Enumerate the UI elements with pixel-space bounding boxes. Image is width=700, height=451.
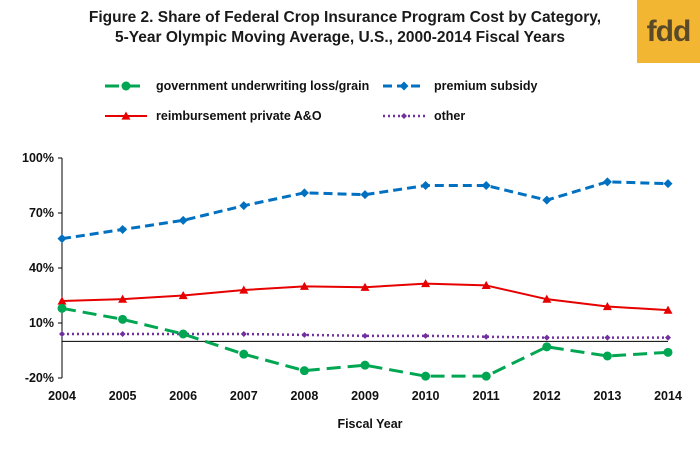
data-point: [421, 279, 431, 288]
data-point: [57, 234, 67, 244]
y-tick-label: 40%: [29, 261, 54, 275]
data-point: [119, 331, 126, 337]
data-point: [542, 294, 552, 303]
x-tick-label: 2006: [169, 389, 197, 403]
x-tick-label: 2010: [412, 389, 440, 403]
data-point: [299, 366, 309, 376]
data-point: [57, 296, 67, 305]
data-point: [602, 177, 612, 187]
data-point: [542, 342, 552, 352]
x-tick-label: 2005: [109, 389, 137, 403]
fdd-logo: fdd: [637, 0, 700, 63]
legend-label: other: [434, 109, 465, 123]
data-point: [360, 190, 370, 200]
y-tick-label: -20%: [25, 371, 54, 385]
data-point: [239, 349, 249, 359]
data-point: [665, 334, 671, 341]
series-line: [62, 332, 668, 339]
data-point: [483, 333, 490, 340]
data-point: [421, 181, 431, 190]
data-point: [663, 305, 673, 314]
data-point: [118, 314, 128, 324]
data-point: [602, 302, 612, 311]
legend-marker: [121, 111, 131, 120]
x-tick-label: 2007: [230, 389, 258, 403]
data-point: [178, 291, 188, 300]
data-point: [299, 188, 309, 198]
x-tick-label: 2012: [533, 389, 561, 403]
y-tick-label: 70%: [29, 206, 54, 220]
legend-marker: [401, 113, 407, 119]
y-tick-label: 10%: [29, 316, 54, 330]
data-point: [602, 351, 612, 361]
legend-label: government underwriting loss/grain: [156, 79, 369, 93]
legend-label: reimbursement private A&O: [156, 109, 322, 123]
data-point: [543, 334, 550, 341]
data-point: [481, 181, 491, 190]
legend-marker: [121, 81, 131, 91]
legend-label: premium subsidy: [434, 79, 538, 93]
x-tick-label: 2009: [351, 389, 379, 403]
data-point: [421, 371, 431, 381]
legend-marker: [399, 81, 409, 91]
chart-title: Figure 2. Share of Federal Crop Insuranc…: [89, 9, 601, 26]
data-point: [663, 347, 673, 357]
x-tick-label: 2008: [290, 389, 318, 403]
data-point: [299, 281, 309, 290]
data-point: [542, 195, 552, 205]
data-point: [663, 179, 673, 189]
data-point: [178, 215, 188, 225]
data-point: [301, 331, 308, 338]
data-point: [240, 331, 247, 337]
series-line: [61, 180, 669, 241]
data-point: [118, 225, 128, 234]
data-point: [239, 201, 249, 211]
x-tick-label: 2011: [473, 389, 500, 403]
data-point: [481, 280, 491, 290]
data-point: [59, 331, 65, 337]
x-tick-label: 2014: [654, 389, 682, 403]
data-point: [360, 360, 370, 370]
x-axis-label: Fiscal Year: [337, 417, 402, 431]
x-tick-label: 2004: [48, 389, 76, 403]
data-point: [422, 332, 429, 339]
data-point: [178, 329, 188, 339]
legend: government underwriting loss/grain premiu…: [105, 79, 538, 123]
data-point: [604, 334, 611, 341]
x-tick-label: 2013: [593, 389, 621, 403]
data-point: [360, 282, 370, 291]
plot-area: 100% 70% 40% 10% -20% 2004 2005 2006 2007 2008 200…: [22, 151, 682, 403]
data-point: [57, 303, 67, 313]
data-point: [481, 371, 491, 381]
data-point: [118, 294, 128, 303]
logo-text: fdd: [646, 14, 692, 48]
data-point: [239, 285, 249, 294]
chart-subtitle: 5-Year Olympic Moving Average, U.S., 200…: [115, 29, 565, 46]
data-point: [362, 332, 368, 339]
y-tick-label: 100%: [22, 151, 54, 165]
